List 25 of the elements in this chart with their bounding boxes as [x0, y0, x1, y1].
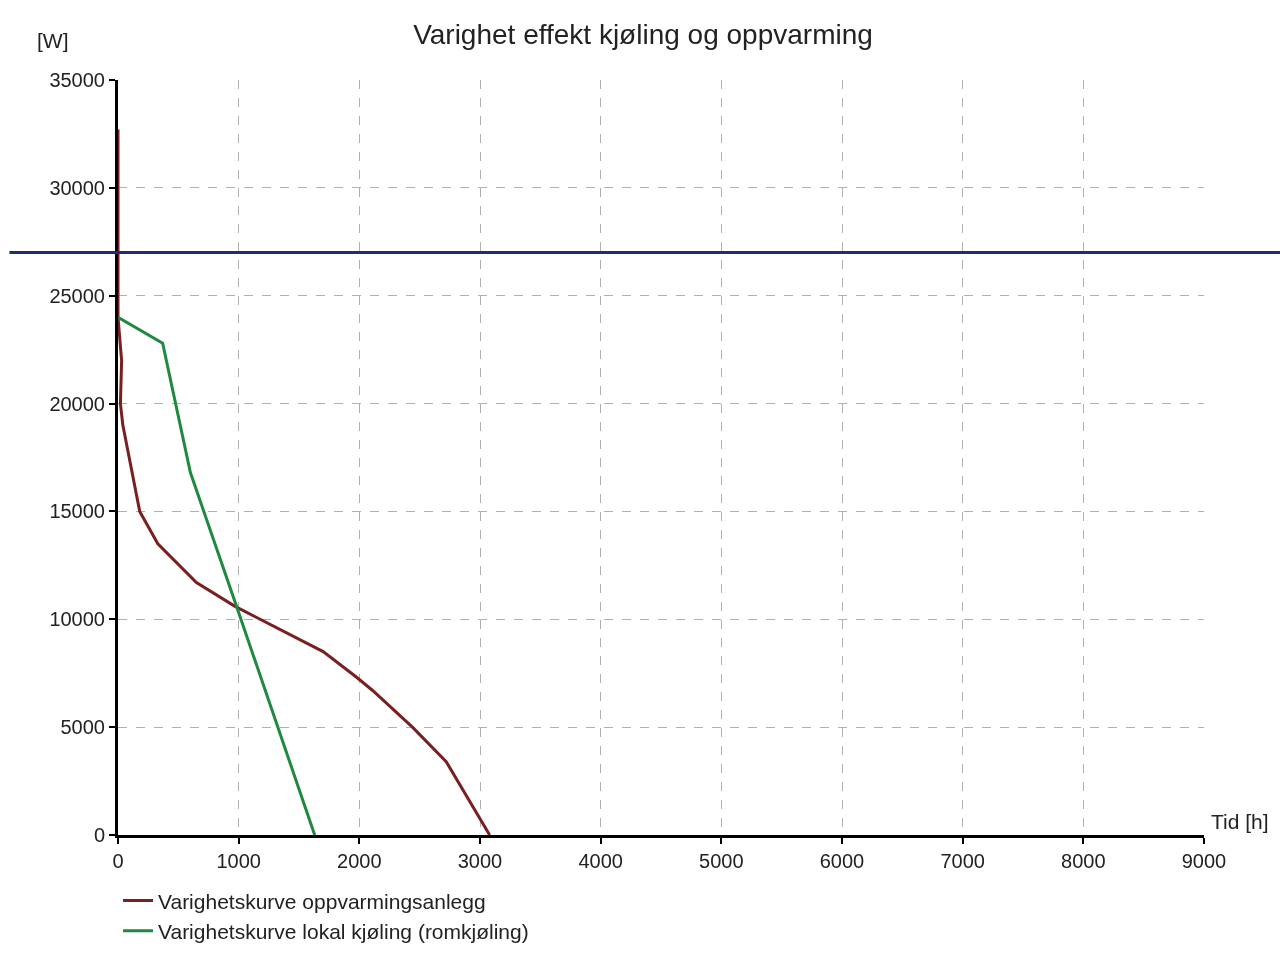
y-tick-label: 0 [93, 824, 105, 846]
line-series [118, 315, 317, 835]
line-series [118, 128, 492, 835]
x-tick-label: 0 [112, 850, 124, 872]
x-tick-label: 1000 [216, 850, 261, 872]
legend-label: Varighetskurve oppvarmingsanlegg [158, 889, 486, 913]
y-axis-title: [W] [37, 29, 69, 52]
x-tick-label: 9000 [1181, 850, 1227, 872]
chart-title: Varighet effekt kjøling og oppvarming [413, 18, 873, 50]
legend-label: Varighetskurve lokal kjøling (romkjøling) [158, 919, 529, 943]
y-tick-label: 20000 [49, 392, 105, 415]
x-tick-label: 5000 [699, 850, 744, 872]
x-tick-label: 2000 [337, 850, 382, 872]
y-tick-label: 10000 [49, 608, 105, 631]
x-tick-label: 4000 [578, 850, 623, 872]
x-tick-label: 7000 [940, 850, 985, 872]
y-tick-label: 15000 [49, 500, 105, 523]
y-tick-label: 5000 [60, 716, 105, 739]
y-tick-label: 35000 [49, 69, 105, 91]
x-tick-label: 8000 [1061, 850, 1106, 872]
y-tick-label: 25000 [49, 284, 105, 307]
x-axis-title: Tid [h] [1211, 810, 1269, 833]
x-tick-label: 6000 [819, 850, 865, 872]
x-tick-label: 3000 [457, 850, 503, 872]
y-tick-label: 30000 [49, 176, 105, 199]
